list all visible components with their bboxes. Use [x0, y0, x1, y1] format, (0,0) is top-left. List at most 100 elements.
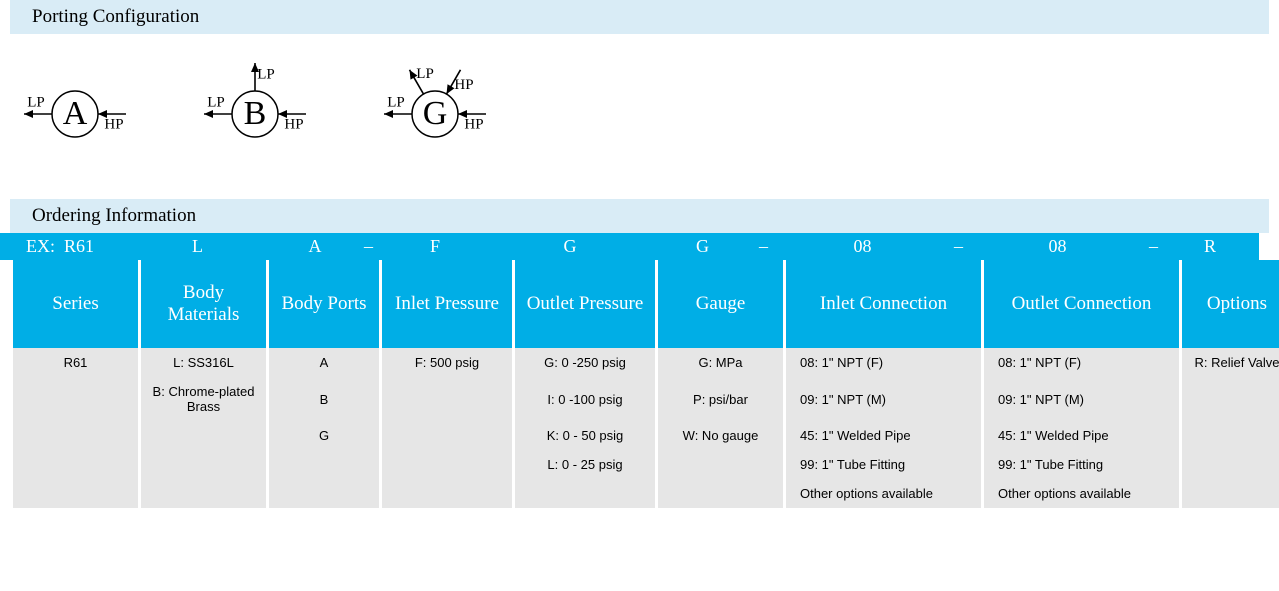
ordering-cell: B [269, 377, 379, 421]
port-letter: B [244, 95, 267, 132]
ordering-example-row: EX: R61LA–FGG–08–08–R [0, 233, 1259, 260]
ordering-column-header: Inlet Connection [786, 260, 981, 348]
port-label: LP [257, 66, 275, 82]
ordering-cell [141, 421, 266, 450]
ordering-cell: R61 [13, 348, 138, 377]
ordering-cell: Other options available [984, 479, 1179, 508]
port-label: HP [464, 116, 483, 132]
port-label: LP [207, 94, 225, 110]
example-cell: L [135, 236, 260, 257]
ordering-cell [269, 450, 379, 479]
ordering-cell: L: SS316L [141, 348, 266, 377]
ordering-column-header: Body Materials [141, 260, 266, 348]
ordering-cell: L: 0 - 25 psig [515, 450, 655, 479]
example-value: L [192, 236, 203, 256]
ordering-cell [141, 450, 266, 479]
ordering-cell: 99: 1" Tube Fitting [984, 450, 1179, 479]
ordering-cell: 09: 1" NPT (M) [786, 377, 981, 421]
ordering-cell: 08: 1" NPT (F) [786, 348, 981, 377]
example-value: A [309, 236, 322, 256]
ordering-section-header: Ordering Information [10, 199, 1269, 233]
ordering-cell [13, 450, 138, 479]
ordering-cell: W: No gauge [658, 421, 783, 450]
port-label: HP [454, 77, 473, 93]
example-cell: 08 [960, 236, 1155, 257]
porting-section-header: Porting Configuration [10, 0, 1269, 34]
example-label: EX: [26, 236, 64, 256]
ordering-row: Other options availableOther options ava… [13, 479, 1279, 508]
example-value: R [1204, 236, 1216, 256]
example-cell: R [1155, 236, 1265, 257]
example-cell: A [260, 236, 370, 257]
porting-diagram-g: LPHPLPHPG [410, 89, 460, 139]
port-label: LP [27, 94, 45, 110]
ordering-column-header: Gauge [658, 260, 783, 348]
port-label: HP [104, 116, 123, 132]
ordering-cell: I: 0 -100 psig [515, 377, 655, 421]
ordering-cell: 45: 1" Welded Pipe [786, 421, 981, 450]
port-label: LP [387, 94, 405, 110]
ordering-column-header: Outlet Connection [984, 260, 1179, 348]
ordering-cell [382, 377, 512, 421]
ordering-cell: F: 500 psig [382, 348, 512, 377]
porting-diagram-b: LPHPLPB [230, 89, 280, 139]
ordering-cell: G [269, 421, 379, 450]
ordering-cell: A [269, 348, 379, 377]
ordering-row: B: Chrome-plated BrassB I: 0 -100 psigP: … [13, 377, 1279, 421]
ordering-row: L: 0 - 25 psig 99: 1" Tube Fitting99: 1" … [13, 450, 1279, 479]
ordering-header-row: SeriesBody MaterialsBody PortsInlet Pres… [13, 260, 1279, 348]
ordering-cell: 09: 1" NPT (M) [984, 377, 1179, 421]
ordering-column-header: Inlet Pressure [382, 260, 512, 348]
ordering-cell [269, 479, 379, 508]
example-cell: EX: R61 [10, 236, 135, 257]
ordering-cell [1182, 377, 1279, 421]
ordering-cell: G: MPa [658, 348, 783, 377]
ordering-cell [515, 479, 655, 508]
ordering-cell [658, 479, 783, 508]
ordering-column-header: Outlet Pressure [515, 260, 655, 348]
ordering-table: SeriesBody MaterialsBody PortsInlet Pres… [10, 260, 1279, 508]
porting-diagram-a: LPHPA [50, 89, 100, 139]
ordering-cell: R: Relief Valve [1182, 348, 1279, 377]
ordering-cell: P: psi/bar [658, 377, 783, 421]
ordering-cell: K: 0 - 50 psig [515, 421, 655, 450]
ordering-cell [141, 479, 266, 508]
ordering-cell [13, 377, 138, 421]
ordering-row: GK: 0 - 50 psigW: No gauge45: 1" Welded … [13, 421, 1279, 450]
example-cell: F [370, 236, 500, 257]
port-arrowhead [384, 110, 393, 118]
example-cell: G [500, 236, 640, 257]
ordering-title: Ordering Information [32, 205, 196, 226]
example-value: 08 [854, 236, 872, 256]
port-letter: G [423, 95, 448, 132]
ordering-cell [1182, 421, 1279, 450]
ordering-cell: G: 0 -250 psig [515, 348, 655, 377]
ordering-cell: 99: 1" Tube Fitting [786, 450, 981, 479]
ordering-cell [1182, 479, 1279, 508]
ordering-column-header: Options [1182, 260, 1279, 348]
example-value: F [430, 236, 440, 256]
ordering-cell [382, 450, 512, 479]
ordering-cell [658, 450, 783, 479]
ordering-cell: Other options available [786, 479, 981, 508]
example-value: G [564, 236, 577, 256]
ordering-cell: 08: 1" NPT (F) [984, 348, 1179, 377]
ordering-row: R61L: SS316LAF: 500 psigG: 0 -250 psigG:… [13, 348, 1279, 377]
ordering-cell: 45: 1" Welded Pipe [984, 421, 1179, 450]
ordering-column-header: Body Ports [269, 260, 379, 348]
example-cell: 08 [765, 236, 960, 257]
example-cell: G [640, 236, 765, 257]
ordering-cell [382, 421, 512, 450]
port-label: LP [416, 66, 434, 82]
porting-title: Porting Configuration [32, 6, 199, 27]
ordering-cell: B: Chrome-plated Brass [141, 377, 266, 421]
example-value: G [696, 236, 709, 256]
ordering-cell [13, 479, 138, 508]
port-arrowhead [204, 110, 213, 118]
ordering-cell [1182, 450, 1279, 479]
example-value: 08 [1049, 236, 1067, 256]
example-value: R61 [64, 236, 94, 256]
port-letter: A [63, 95, 88, 132]
ordering-cell [382, 479, 512, 508]
ordering-cell [13, 421, 138, 450]
